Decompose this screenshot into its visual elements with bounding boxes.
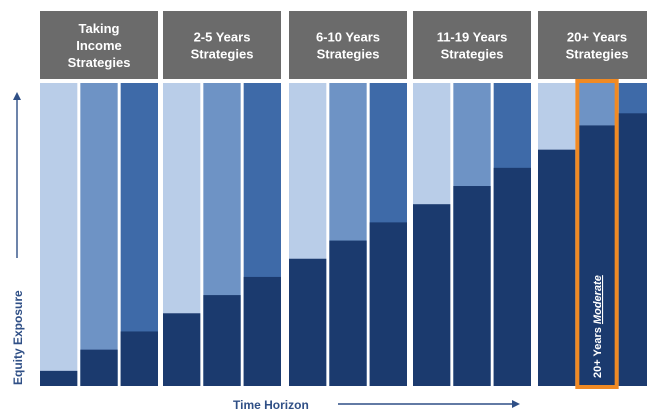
bar-equity — [578, 125, 616, 387]
group-header-label: Strategies — [191, 47, 254, 62]
bar-equity — [493, 167, 531, 386]
y-axis-label: Equity Exposure — [11, 290, 25, 385]
bars — [40, 83, 647, 387]
bar-equity — [80, 349, 118, 386]
bar-remainder — [40, 83, 78, 386]
bar-remainder — [80, 83, 118, 386]
bar-equity — [538, 149, 576, 386]
bar-equity — [120, 331, 158, 386]
group-header-5 — [538, 11, 647, 79]
group-headers: Taking Income Strategies 2-5 Years Strategie… — [40, 11, 647, 79]
group-header-label: Strategies — [68, 55, 131, 70]
bar-equity — [203, 295, 241, 386]
bar-equity — [163, 313, 201, 386]
bar-equity — [329, 240, 367, 386]
group-header-label: Strategies — [317, 47, 380, 62]
x-axis-label: Time Horizon — [233, 398, 309, 410]
group-header-3 — [289, 11, 407, 79]
highlight-label: 20+ Years Moderate — [592, 275, 604, 378]
group-header-label: 11-19 Years — [437, 30, 508, 45]
group-header-label: Taking — [79, 21, 120, 36]
group-header-label: Strategies — [566, 47, 629, 62]
bar-equity — [289, 258, 327, 386]
bar-equity — [618, 113, 647, 387]
group-header-label: 2-5 Years — [194, 30, 251, 45]
group-header-4 — [413, 11, 531, 79]
highlight-label-emphasis: Moderate — [592, 275, 604, 324]
group-header-2 — [163, 11, 281, 79]
bar-equity — [413, 204, 451, 386]
group-header-1 — [40, 11, 158, 79]
axes: Equity Exposure Time Horizon — [11, 92, 520, 410]
group-header-label: 6-10 Years — [316, 30, 380, 45]
highlight-label-prefix: 20+ Years — [592, 324, 604, 378]
bar-equity — [369, 222, 407, 386]
bar-equity — [243, 276, 281, 386]
bar-equity — [40, 370, 78, 386]
highlight-overlay: 20+ Years Moderate — [575, 79, 619, 389]
group-header-label: Income — [76, 38, 122, 53]
highlight-box — [575, 79, 619, 389]
group-header-label: Strategies — [441, 47, 504, 62]
bar-equity — [453, 186, 491, 386]
group-header-label: 20+ Years — [567, 30, 627, 45]
x-axis-arrowhead — [512, 400, 520, 408]
y-axis-arrowhead — [13, 92, 21, 100]
